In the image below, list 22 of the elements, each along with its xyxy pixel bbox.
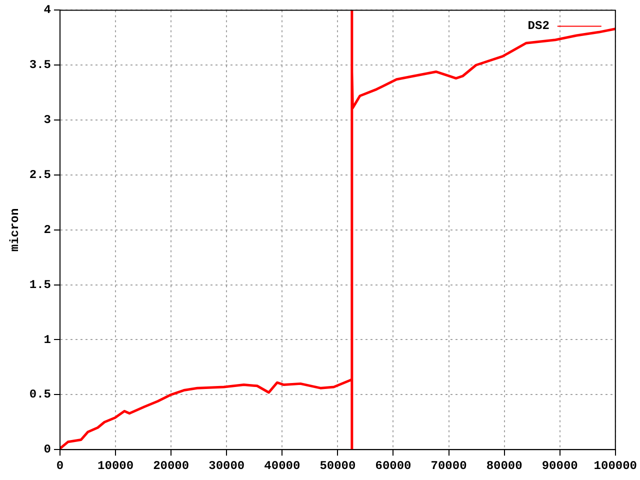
y-tick-label: 0.5 [29, 388, 52, 402]
x-tick-label: 90000 [542, 458, 578, 473]
y-tick-label: 0 [44, 442, 52, 457]
x-tick-label: 30000 [208, 458, 245, 473]
y-tick-label: 1.5 [29, 278, 52, 292]
x-tick-label: 70000 [430, 458, 467, 473]
x-tick-label: 80000 [486, 458, 522, 473]
y-tick-label: 4 [44, 3, 52, 18]
y-tick-label: 1 [44, 332, 52, 347]
x-tick-label: 40000 [264, 458, 300, 473]
y-tick-label: 3 [44, 113, 52, 128]
x-tick-label: 10000 [98, 458, 134, 473]
x-tick-label: 60000 [375, 458, 412, 473]
y-axis-title: micron [8, 208, 22, 252]
x-tick-label: 100000 [594, 458, 638, 473]
y-tick-label: 2 [44, 222, 52, 237]
y-tick-label: 2.5 [29, 168, 52, 182]
legend-label: DS2 [528, 19, 550, 34]
x-tick-label: 0 [56, 458, 64, 473]
y-tick-label: 3.5 [29, 58, 52, 72]
x-tick-label: 20000 [153, 458, 190, 473]
x-tick-label: 50000 [320, 458, 356, 473]
